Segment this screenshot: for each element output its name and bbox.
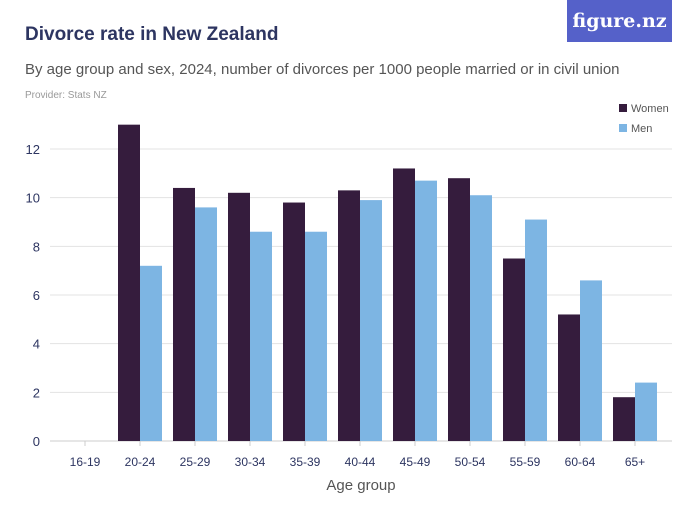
bar-men [470, 195, 492, 441]
bar-women [558, 314, 580, 441]
legend-label-women: Women [631, 103, 669, 115]
figure-nz-logo[interactable]: figure.nz [567, 0, 672, 42]
bar-men [635, 382, 657, 441]
chart-subtitle: By age group and sex, 2024, number of di… [25, 61, 620, 78]
x-tick-label: 45-49 [400, 455, 431, 469]
bar-men [415, 180, 437, 441]
x-tick-label: 20-24 [125, 455, 156, 469]
y-tick-label: 4 [33, 337, 40, 352]
legend-label-men: Men [631, 123, 652, 135]
y-tick-label: 8 [33, 239, 40, 254]
bar-men [250, 231, 272, 441]
x-tick-label: 40-44 [345, 455, 376, 469]
y-tick-label: 0 [33, 434, 40, 449]
bar-men [195, 207, 217, 441]
bar-women [283, 202, 305, 441]
bar-men [525, 219, 547, 441]
x-tick-label: 55-59 [510, 455, 541, 469]
bar-women [448, 178, 470, 441]
bar-men [140, 265, 162, 441]
y-tick-label: 12 [26, 142, 40, 157]
chart-title: Divorce rate in New Zealand [25, 24, 279, 45]
bar-women [338, 190, 360, 441]
x-tick-label: 16-19 [70, 455, 101, 469]
legend-swatch-men [619, 124, 627, 132]
x-tick-label: 65+ [625, 455, 645, 469]
y-tick-label: 2 [33, 385, 40, 400]
y-tick-label: 6 [33, 288, 40, 303]
legend-swatch-women [619, 104, 627, 112]
x-tick-label: 35-39 [290, 455, 321, 469]
provider-text: Provider: Stats NZ [25, 90, 107, 101]
x-tick-label: 50-54 [455, 455, 486, 469]
bar-women [228, 192, 250, 441]
y-tick-label: 10 [26, 191, 40, 206]
bar-women [503, 258, 525, 441]
bar-men [305, 231, 327, 441]
bar-women [173, 187, 195, 441]
bar-men [360, 200, 382, 441]
bar-women [613, 397, 635, 441]
x-axis-title: Age group [326, 477, 395, 494]
x-tick-label: 30-34 [235, 455, 266, 469]
bar-women [393, 168, 415, 441]
x-tick-label: 60-64 [565, 455, 596, 469]
bar-men [580, 280, 602, 441]
bar-women [118, 124, 140, 442]
x-tick-label: 25-29 [180, 455, 211, 469]
